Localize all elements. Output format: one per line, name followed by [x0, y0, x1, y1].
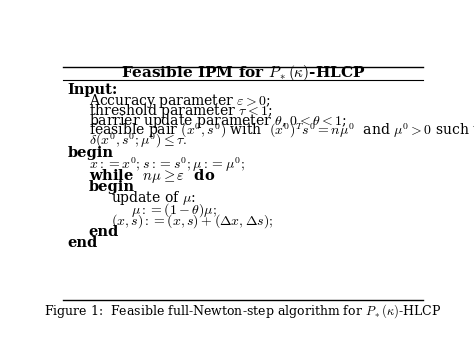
- Text: $\mu := (1 - \theta)\mu;$: $\mu := (1 - \theta)\mu;$: [131, 201, 217, 219]
- Text: Accuracy parameter $\varepsilon > 0$;: Accuracy parameter $\varepsilon > 0$;: [89, 93, 271, 111]
- Text: $(x, s) := (x, s) + (\Delta x, \Delta s);$: $(x, s) := (x, s) + (\Delta x, \Delta s)…: [110, 212, 273, 230]
- Text: Input:: Input:: [67, 83, 118, 97]
- Text: barrier update parameter $\theta$, $0 < \theta < 1$;: barrier update parameter $\theta$, $0 < …: [89, 112, 346, 130]
- Text: feasible pair $(x^0, s^0)$ with  $(x^0)^T s^0 = n\mu^0$  and $\mu^0 > 0$ such th: feasible pair $(x^0, s^0)$ with $(x^0)^T…: [89, 121, 474, 140]
- Text: end: end: [67, 236, 98, 250]
- Text: end: end: [89, 225, 119, 239]
- Text: Feasible IPM for $P_*(\kappa)$-HLCP: Feasible IPM for $P_*(\kappa)$-HLCP: [121, 63, 365, 83]
- Text: while  $n\mu \geq \varepsilon$  do: while $n\mu \geq \varepsilon$ do: [89, 167, 215, 185]
- Text: Figure 1:  Feasible full-Newton-step algorithm for $P_*(\kappa)$-HLCP: Figure 1: Feasible full-Newton-step algo…: [45, 302, 441, 320]
- Text: update of $\mu$:: update of $\mu$:: [110, 189, 195, 207]
- Text: $\delta(x^0, s^0; \mu^0) \leq \tau.$: $\delta(x^0, s^0; \mu^0) \leq \tau.$: [89, 131, 187, 150]
- Text: $x := x^0; s := s^0; \mu := \mu^0;$: $x := x^0; s := s^0; \mu := \mu^0;$: [89, 155, 245, 174]
- Text: begin: begin: [67, 146, 113, 160]
- Text: threshold parameter $\tau < 1$;: threshold parameter $\tau < 1$;: [89, 102, 273, 120]
- Text: begin: begin: [89, 180, 135, 194]
